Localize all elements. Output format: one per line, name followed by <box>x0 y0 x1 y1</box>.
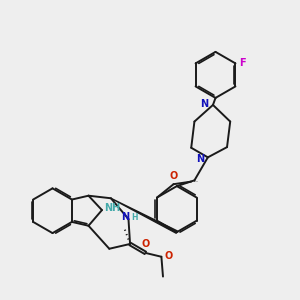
Text: O: O <box>142 239 150 249</box>
Text: N: N <box>121 212 129 222</box>
Text: methyl: methyl <box>194 181 199 182</box>
Polygon shape <box>111 198 177 233</box>
Text: N: N <box>196 154 204 164</box>
Text: N: N <box>200 99 208 109</box>
Text: H: H <box>132 213 138 222</box>
Text: NH: NH <box>104 203 121 213</box>
Text: O: O <box>165 251 173 261</box>
Text: F: F <box>240 58 246 68</box>
Text: O: O <box>169 171 178 181</box>
